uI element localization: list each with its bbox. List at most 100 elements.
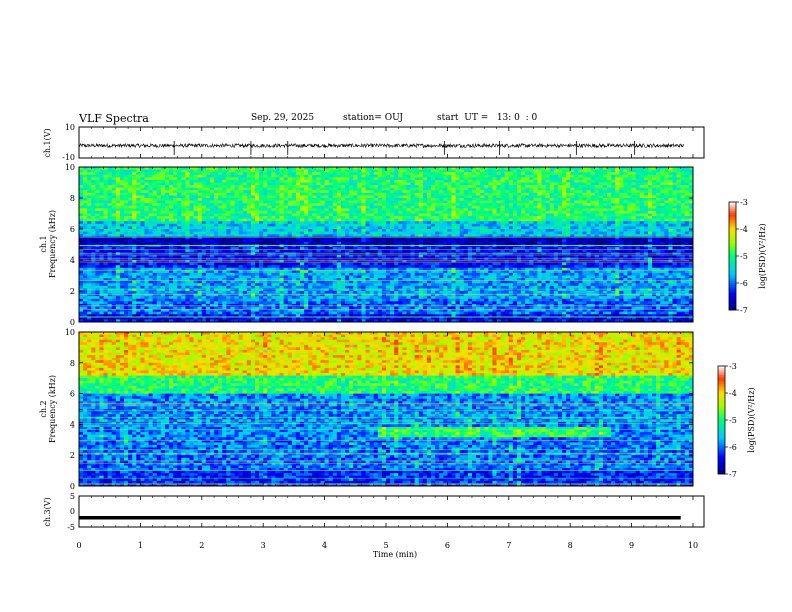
ch1-spec-cell <box>271 283 276 287</box>
ch1-spec-cell <box>107 265 113 269</box>
ch1-spec-cell <box>201 280 207 284</box>
ch1-spec-cell <box>320 247 325 250</box>
ch1-spec-cell <box>267 265 272 269</box>
ch1-spec-cell <box>181 247 186 250</box>
ch1-spec-cell <box>144 262 149 266</box>
ch1-spec-cell <box>283 192 289 196</box>
ch1-spec-cell <box>332 241 338 245</box>
ch1-spec-cell <box>283 239 289 243</box>
ch1-spec-cell <box>91 198 96 201</box>
ch1-spec-cell <box>152 177 158 181</box>
ch1-spec-cell <box>128 241 133 245</box>
ch1-spec-cell <box>349 179 354 183</box>
ch1-spec-cell <box>250 262 256 266</box>
ch1-spec-cell <box>357 311 362 315</box>
ch1-spec-cell <box>136 187 141 191</box>
ch1-spec-cell <box>107 260 113 263</box>
ch1-spec-cell <box>263 291 268 294</box>
ch1-spec-cell <box>156 236 162 240</box>
ch1-spec-cell <box>79 249 84 253</box>
ch1-spec-cell <box>79 185 84 188</box>
ch1-spec-cell <box>316 275 321 279</box>
ch1-spec-cell <box>177 169 182 173</box>
ch1-spec-cell <box>230 254 235 258</box>
ch1-spec-cell <box>144 280 149 284</box>
ch1-spec-cell <box>107 296 113 300</box>
ch1-spec-cell <box>99 208 104 212</box>
ch1-spec-cell <box>201 229 207 232</box>
ch1-spec-cell <box>148 265 153 269</box>
ch1-spec-cell <box>406 200 411 204</box>
ch1-spec-cell <box>156 216 162 219</box>
ch1-spec-cell <box>340 285 346 289</box>
ch1-spec-cell <box>308 203 313 207</box>
ch1-spec-cell <box>320 177 325 181</box>
ch1-spec-cell <box>136 296 141 300</box>
ch1-spec-cell <box>185 262 190 266</box>
ch1-spec-cell <box>300 288 305 292</box>
ch1-spec-cell <box>128 288 133 292</box>
ch1-spec-cell <box>148 309 153 312</box>
ch1-spec-cell <box>128 278 133 281</box>
ch1-spec-cell <box>222 200 227 204</box>
ch1-spec-cell <box>308 216 313 219</box>
ch1-spec-cell <box>287 291 293 294</box>
ch1-spec-cell <box>398 301 403 305</box>
ch1-spec-cell <box>140 205 145 209</box>
ch1-spec-cell <box>361 316 366 320</box>
ch1-spec-cell <box>111 267 117 271</box>
ch1-spec-cell <box>283 285 289 289</box>
ch1-spec-cell <box>148 311 153 315</box>
ch1-spec-cell <box>300 179 305 183</box>
ch1-spec-cell <box>164 249 170 253</box>
ch1-spec-cell <box>169 190 174 194</box>
ch1-spec-cell <box>394 174 399 178</box>
ch1-spec-cell <box>238 182 244 186</box>
ch1-spec-cell <box>79 231 84 235</box>
ch1-spec-cell <box>234 283 239 287</box>
ch1-spec-cell <box>300 280 305 284</box>
ch1-spec-cell <box>189 208 194 212</box>
ch1-spec-cell <box>246 306 252 310</box>
ch1-spec-cell <box>107 270 113 274</box>
ch1-spec-cell <box>250 254 256 258</box>
ch1-spec-cell <box>406 218 411 222</box>
ch1-spec-cell <box>246 311 252 315</box>
ch1-spec-cell <box>312 195 317 199</box>
ch1-spec-cell <box>361 177 366 181</box>
ch1-spec-cell <box>214 280 219 284</box>
ch1-spec-cell <box>373 213 379 217</box>
ch1-spec-cell <box>230 179 235 183</box>
ch1-spec-cell <box>324 177 329 181</box>
ch1-spec-cell <box>316 187 321 191</box>
ch1-spec-cell <box>222 280 227 284</box>
ch1-spec-cell <box>345 254 350 258</box>
ch1-spec-cell <box>189 288 194 292</box>
ch1-spec-cell <box>83 210 88 214</box>
ch1-spec-cell <box>205 267 211 271</box>
ch1-spec-cell <box>320 187 325 191</box>
ch1-spec-cell <box>234 216 239 219</box>
ch1-spec-cell <box>189 205 194 209</box>
ch1-spec-cell <box>87 210 92 214</box>
ch1-spec-cell <box>144 316 149 320</box>
ch1-spec-cell <box>136 278 141 281</box>
ch1-spec-cell <box>377 314 383 318</box>
ch1-spec-cell <box>218 190 223 194</box>
ch1-spec-cell <box>279 226 284 230</box>
ch1-spec-cell <box>144 192 149 196</box>
ch1-spec-cell <box>201 213 207 217</box>
ch1-spec-cell <box>91 288 96 292</box>
ch1-spec-cell <box>349 216 354 219</box>
ch1-spec-cell <box>79 267 84 271</box>
ch1-spec-cell <box>390 301 395 305</box>
ch1-spec-cell <box>230 319 235 323</box>
ch1-spec-cell <box>214 216 219 219</box>
ch1-spec-cell <box>340 221 346 225</box>
ch1-spec-cell <box>222 293 227 297</box>
ch1-spec-cell <box>214 195 219 199</box>
ch1-spec-cell <box>99 192 104 196</box>
ch1-spec-cell <box>164 226 170 230</box>
ch1-spec-cell <box>222 221 227 225</box>
ch1-spec-cell <box>79 223 84 227</box>
